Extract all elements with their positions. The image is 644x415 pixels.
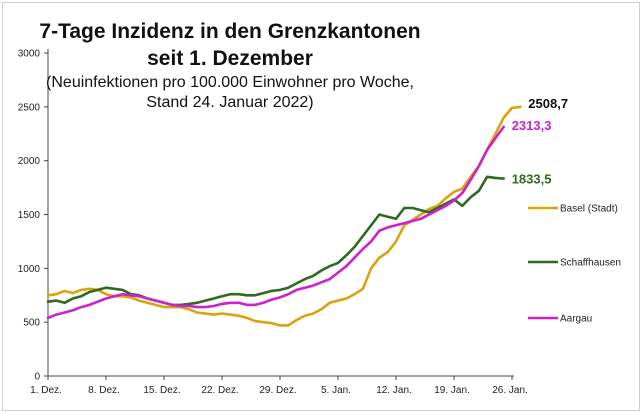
y-tick-label: 500: [23, 318, 40, 329]
series-line-basel-stadt-: [46, 105, 522, 327]
chart-subtitle-line1: (Neuinfektionen pro 100.000 Einwohner pr…: [46, 74, 414, 91]
y-tick-label: 2000: [18, 156, 41, 167]
chart-subtitle-line2: Stand 24. Januar 2022): [146, 94, 314, 111]
x-tick-label: 5. Jan.: [321, 385, 351, 396]
chart-title-line2: seit 1. Dezember: [147, 47, 313, 70]
y-tick-label: 1000: [18, 264, 41, 275]
series-line-schaffhausen: [46, 175, 506, 307]
chart-frame: [2, 2, 640, 411]
y-tick-label: 0: [34, 372, 40, 383]
x-tick-label: 19. Jan.: [434, 385, 470, 396]
legend: Basel (Stadt) Schaffhausen Aargau: [528, 204, 621, 325]
end-value-label: 2313,3: [512, 118, 552, 133]
chart-title-line1: 7-Tage Inzidenz in den Grenzkantonen: [39, 20, 421, 43]
x-tick-label: 26. Jan.: [492, 385, 528, 396]
x-tick-label: 1. Dez.: [30, 385, 62, 396]
x-tick-label: 8. Dez.: [88, 385, 120, 396]
axes: 0 500 1000 1500 2000 2500 3000 1. Dez. 8. Dez. 15…: [18, 49, 528, 397]
x-tick-label: 29. Dez.: [259, 385, 296, 396]
end-value-label: 2508,7: [528, 96, 568, 111]
end-labels: 2508,7 1833,5 2313,3: [512, 96, 568, 187]
end-value-label: 1833,5: [512, 172, 552, 187]
y-tick-label: 3000: [18, 49, 41, 60]
legend-label: Basel (Stadt): [560, 204, 618, 215]
x-tick-label: 15. Dez.: [143, 385, 180, 396]
series-line-aargau: [46, 125, 506, 320]
legend-label: Schaffhausen: [560, 258, 621, 269]
y-tick-label: 1500: [18, 210, 41, 221]
legend-label: Aargau: [560, 314, 592, 325]
series-lines: [46, 105, 522, 327]
x-tick-label: 12. Jan.: [376, 385, 412, 396]
x-tick-label: 22. Dez.: [201, 385, 238, 396]
y-tick-label: 2500: [18, 102, 41, 113]
